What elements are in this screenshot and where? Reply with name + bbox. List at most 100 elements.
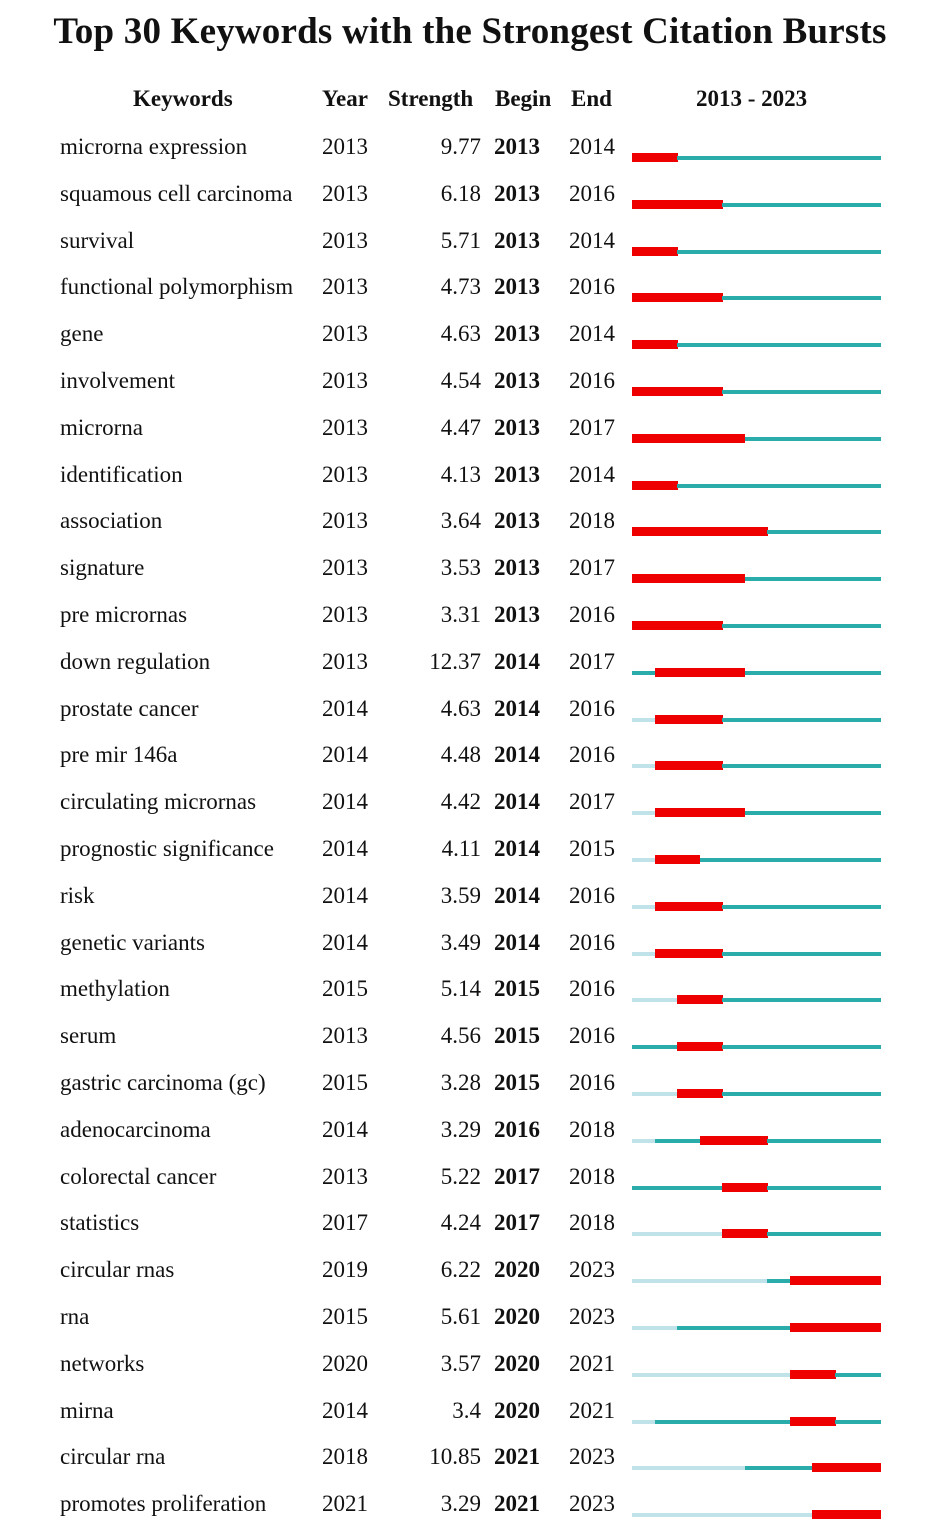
keyword-cell: association: [60, 508, 163, 534]
active-segment: [767, 904, 791, 909]
strength-cell: 3.49: [440, 929, 481, 955]
active-segment: [744, 483, 768, 488]
burst-timeline: [0, 1070, 940, 1110]
active-segment: [789, 343, 813, 348]
active-segment: [789, 483, 813, 488]
active-segment: [789, 624, 813, 628]
burst-segment: [654, 480, 678, 490]
keyword-cell: circulating micrornas: [60, 789, 257, 815]
end-cell: 2021: [569, 1397, 615, 1423]
active-segment: [857, 624, 881, 628]
active-segment: [834, 483, 859, 488]
end-cell: 2016: [569, 976, 615, 1002]
active-segment: [744, 202, 768, 207]
table-row: adenocarcinoma 2014 3.29 2016 2018: [0, 1117, 940, 1157]
active-segment: [834, 343, 859, 348]
strength-cell: 4.73: [440, 274, 481, 300]
keyword-cell: prostate cancer: [60, 695, 199, 721]
burst-timeline: [0, 1444, 940, 1484]
active-segment: [789, 1466, 813, 1471]
burst-segment: [654, 808, 678, 818]
active-segment: [789, 1045, 813, 1050]
year-cell: 2014: [322, 929, 368, 955]
active-segment: [857, 1138, 881, 1143]
strength-cell: 4.48: [440, 742, 481, 768]
inactive-segment: [632, 1326, 656, 1330]
burst-segment: [699, 621, 723, 630]
table-row: microrna 2013 4.47 2013 2017: [0, 415, 940, 455]
active-segment: [834, 1045, 859, 1050]
active-segment: [722, 624, 746, 628]
active-segment: [767, 483, 791, 488]
active-segment: [857, 951, 881, 956]
burst-segment: [812, 1323, 836, 1332]
burst-timeline: [0, 976, 940, 1016]
burst-segment: [677, 433, 701, 443]
table-row: risk 2014 3.59 2014 2016: [0, 883, 940, 923]
active-segment: [744, 811, 768, 816]
active-segment: [834, 1092, 859, 1096]
burst-timeline: [0, 836, 940, 876]
burst-segment: [654, 855, 678, 864]
burst-segment: [632, 574, 656, 584]
active-segment: [789, 296, 813, 301]
burst-timeline: [0, 181, 940, 221]
active-segment: [812, 951, 836, 956]
active-segment: [834, 624, 859, 628]
end-cell: 2015: [569, 836, 615, 861]
year-cell: 2014: [322, 1397, 368, 1423]
begin-cell: 2015: [494, 1023, 540, 1049]
active-segment: [767, 156, 791, 160]
active-segment: [654, 1045, 678, 1050]
begin-cell: 2021: [494, 1491, 540, 1517]
active-segment: [834, 951, 859, 956]
active-segment: [722, 717, 746, 722]
end-cell: 2016: [569, 929, 615, 955]
active-segment: [834, 858, 859, 862]
begin-cell: 2013: [494, 180, 540, 206]
active-segment: [767, 1419, 791, 1424]
burst-segment: [677, 761, 701, 771]
keyword-cell: adenocarcinoma: [60, 1116, 211, 1142]
keyword-cell: gene: [60, 321, 104, 347]
active-segment: [834, 156, 859, 160]
active-segment: [789, 858, 813, 862]
active-segment: [834, 904, 859, 909]
active-segment: [857, 717, 881, 722]
active-segment: [857, 156, 881, 160]
year-cell: 2013: [322, 602, 368, 627]
active-segment: [789, 951, 813, 956]
inactive-segment: [722, 1372, 746, 1377]
active-segment: [789, 670, 813, 675]
active-segment: [812, 483, 836, 488]
active-segment: [722, 1092, 746, 1096]
inactive-segment: [699, 1372, 723, 1377]
burst-timeline: [0, 228, 940, 268]
begin-cell: 2013: [494, 461, 540, 487]
active-segment: [722, 1326, 746, 1330]
begin-cell: 2014: [494, 742, 540, 768]
active-segment: [834, 811, 859, 816]
burst-timeline: [0, 134, 940, 174]
begin-cell: 2013: [494, 555, 540, 581]
burst-segment: [654, 293, 678, 303]
active-segment: [857, 811, 881, 816]
end-cell: 2017: [569, 789, 615, 815]
table-row: pre mir 146a 2014 4.48 2014 2016: [0, 742, 940, 782]
burst-segment: [744, 527, 768, 537]
strength-cell: 6.18: [440, 180, 481, 206]
year-cell: 2014: [322, 695, 368, 721]
end-cell: 2023: [569, 1257, 615, 1283]
active-segment: [744, 717, 768, 722]
active-segment: [744, 156, 768, 160]
strength-cell: 3.29: [440, 1116, 481, 1142]
table-row: circulating micrornas 2014 4.42 2014 2017: [0, 789, 940, 829]
end-cell: 2018: [569, 1210, 615, 1236]
burst-segment: [632, 480, 656, 490]
active-segment: [767, 202, 791, 207]
burst-timeline: [0, 555, 940, 595]
year-cell: 2013: [322, 180, 368, 206]
begin-cell: 2013: [494, 134, 540, 159]
year-cell: 2014: [322, 1116, 368, 1142]
